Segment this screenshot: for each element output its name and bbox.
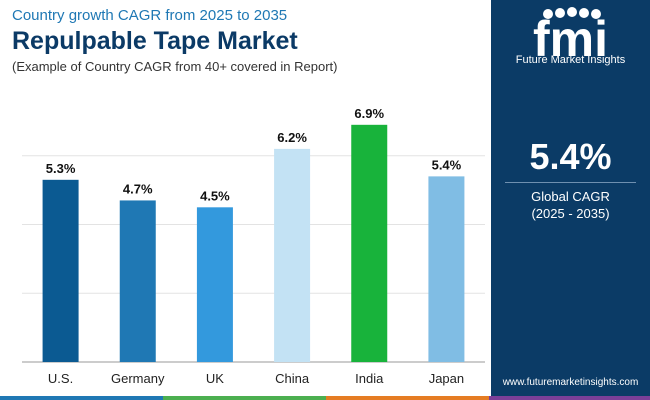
- chart-subtitle: Country growth CAGR from 2025 to 2035: [12, 7, 288, 24]
- global-cagr-label: Global CAGR: [531, 189, 610, 204]
- data-label: 5.4%: [432, 157, 462, 172]
- bar-uk: [196, 207, 233, 362]
- logo-company-name: Future Market Insights: [515, 54, 626, 66]
- chart-note: (Example of Country CAGR from 40+ covere…: [12, 59, 338, 74]
- bar-chart: 5.3% U.S. 4.7% Germany 4.5% UK 6.2% China 6.9% In…: [22, 106, 485, 386]
- x-tick-label: China: [275, 371, 310, 386]
- footer-strip-green: [163, 396, 326, 400]
- footer-strip-orange: [326, 396, 489, 400]
- chart-title: Repulpable Tape Market: [12, 27, 298, 55]
- global-cagr-value: 5.4%: [529, 136, 612, 177]
- bar-u-s-: [42, 179, 79, 362]
- data-label: 4.7%: [123, 181, 153, 196]
- global-cagr-period: (2025 - 2035): [531, 206, 610, 221]
- footer-strip-blue: [0, 396, 163, 400]
- bar-germany: [119, 200, 156, 362]
- sidebar-panel: fmi Future Market Insights 5.4% Global C…: [491, 0, 650, 400]
- bar-japan: [428, 176, 465, 362]
- website-url: www.futuremarketinsights.com: [502, 377, 639, 388]
- divider: [505, 182, 636, 183]
- chart-header: Country growth CAGR from 2025 to 2035 Re…: [12, 6, 482, 75]
- x-tick-label: India: [355, 371, 384, 386]
- footer-strip-purple: [489, 396, 650, 400]
- bar-india: [351, 124, 388, 362]
- fmi-logo: fmi: [533, 7, 608, 67]
- data-label: 6.2%: [277, 130, 307, 145]
- data-label: 4.5%: [200, 188, 230, 203]
- x-tick-label: UK: [206, 371, 224, 386]
- data-label: 6.9%: [354, 106, 384, 121]
- x-tick-label: Japan: [429, 371, 464, 386]
- bar-china: [274, 148, 311, 362]
- x-tick-label: U.S.: [48, 371, 73, 386]
- logo-wordmark: fmi: [533, 11, 608, 67]
- x-tick-label: Germany: [111, 371, 165, 386]
- data-label: 5.3%: [46, 161, 76, 176]
